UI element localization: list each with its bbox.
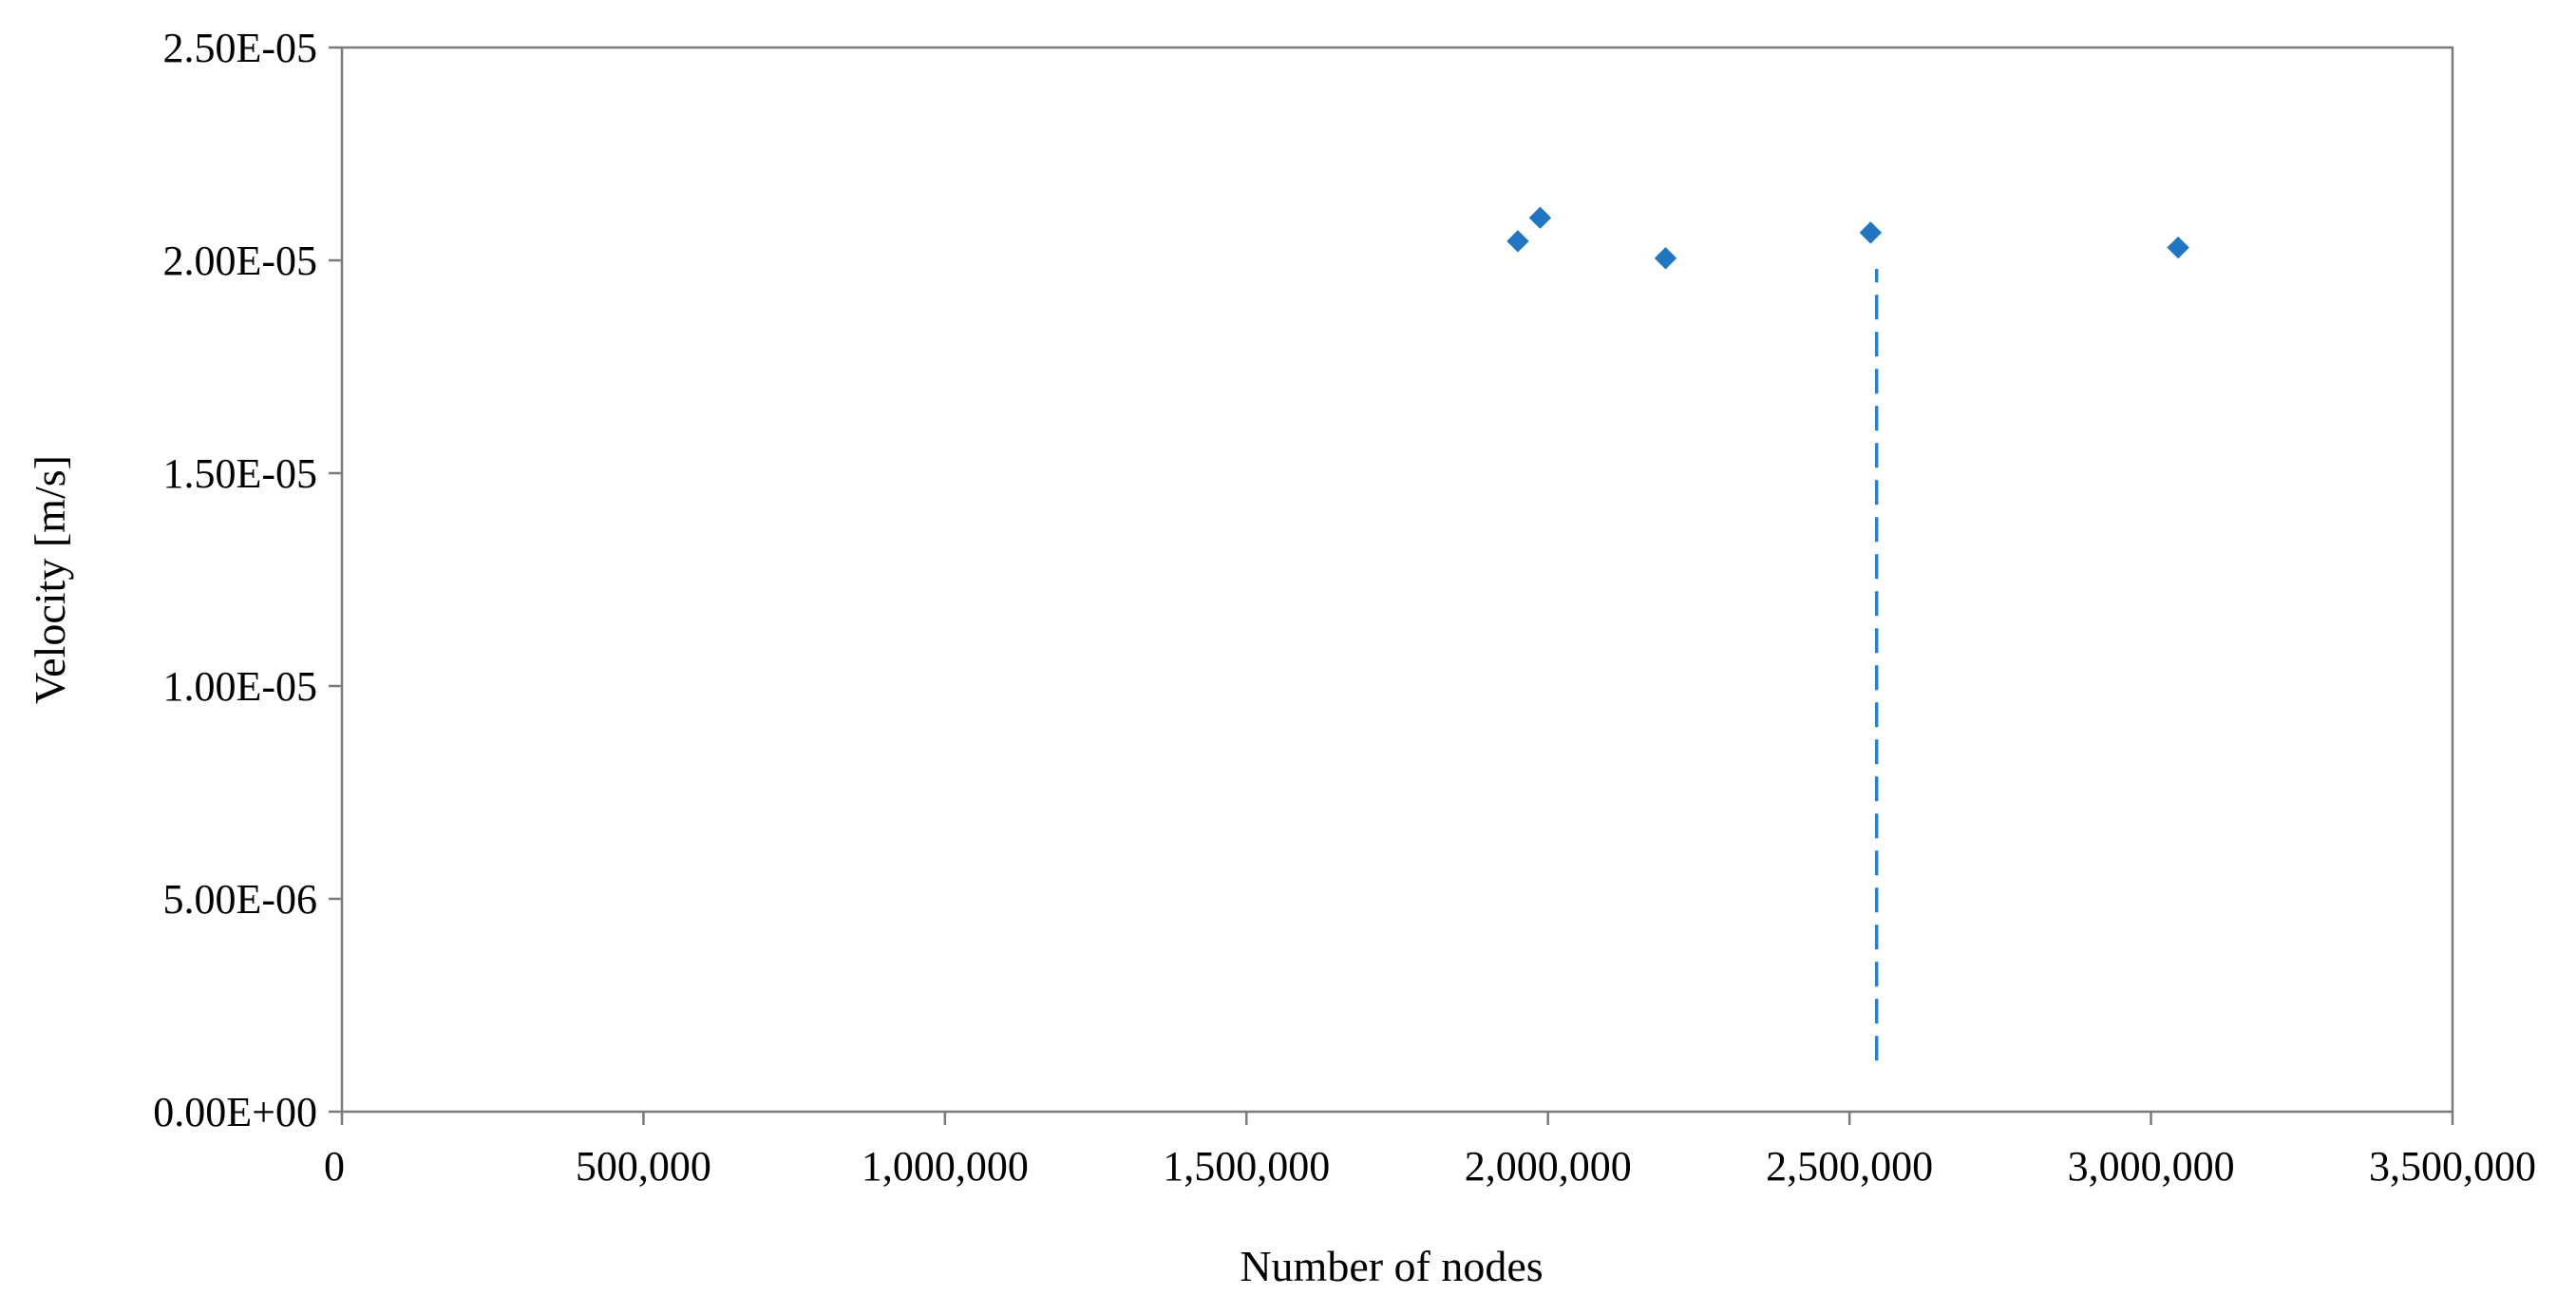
data-point-diamond (1654, 247, 1677, 270)
x-tick-label: 0 (324, 1143, 345, 1190)
plot-area (340, 46, 2454, 1114)
data-point-diamond (2167, 236, 2189, 259)
y-tick-label: 5.00E-06 (162, 876, 317, 923)
x-tick-label: 3,000,000 (2068, 1143, 2235, 1190)
data-points (1506, 206, 2189, 270)
x-tick-label: 1,000,000 (862, 1143, 1029, 1190)
y-tick-label: 2.00E-05 (162, 238, 317, 284)
x-tick-label: 2,500,000 (1766, 1143, 1933, 1190)
data-point-diamond (1506, 230, 1529, 253)
y-tick-label: 1.00E-05 (162, 663, 317, 710)
x-axis-ticks: 0 500,000 1,000,000 1,500,000 2,000,000 2,500… (324, 1112, 2536, 1190)
x-tick-label: 3,500,000 (2369, 1143, 2536, 1190)
y-axis-ticks: 0.00E+00 5.00E-06 1.00E-05 1.50E-05 2.00E-05… (153, 25, 342, 1135)
y-tick-label: 0.00E+00 (153, 1089, 317, 1135)
y-tick-label: 1.50E-05 (162, 450, 317, 497)
x-axis-title: Number of nodes (1240, 1242, 1543, 1290)
y-axis-title: Velocity [m/s] (26, 455, 74, 704)
x-tick-label: 2,000,000 (1465, 1143, 1632, 1190)
data-point-diamond (1859, 221, 1883, 244)
y-tick-label: 2.50E-05 (162, 25, 317, 71)
data-point-diamond (1528, 206, 1552, 229)
x-tick-label: 500,000 (576, 1143, 711, 1190)
x-tick-label: 1,500,000 (1163, 1143, 1330, 1190)
